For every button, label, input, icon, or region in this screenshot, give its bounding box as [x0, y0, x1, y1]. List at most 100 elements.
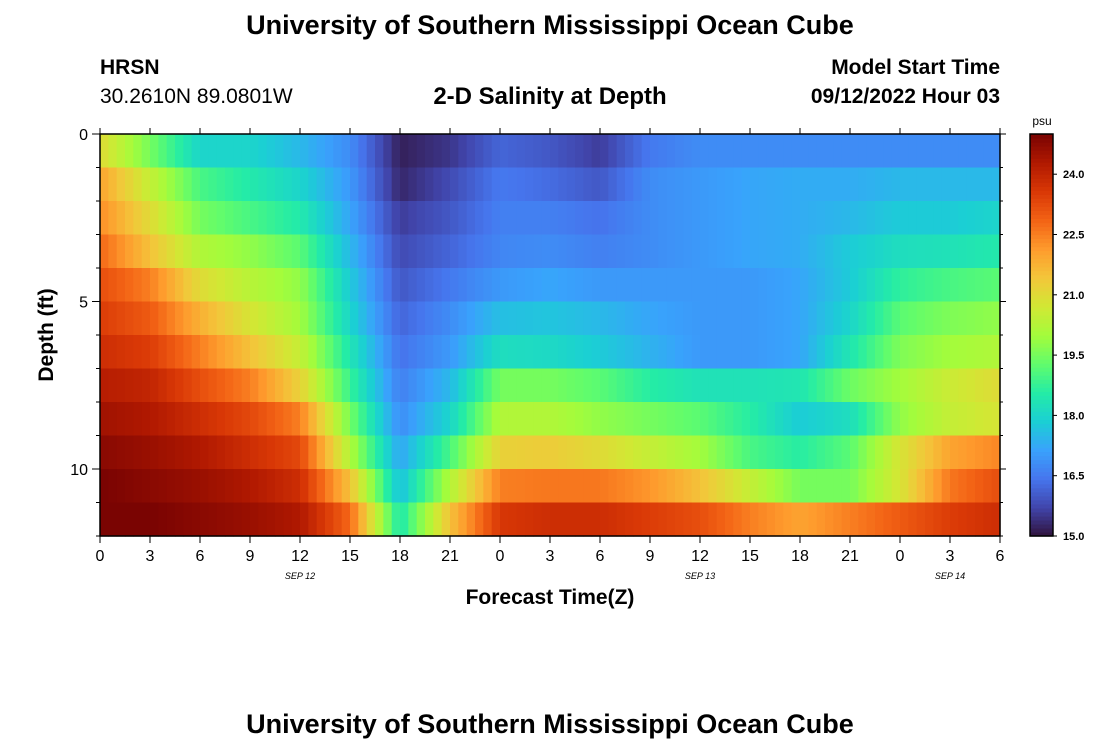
- heatmap-cell: [308, 368, 318, 403]
- heatmap-cell: [316, 134, 326, 169]
- heatmap-cell: [358, 402, 368, 437]
- heatmap-cell: [641, 335, 651, 370]
- heatmap-cell: [816, 301, 826, 336]
- heatmap-cell: [133, 201, 143, 236]
- heatmap-cell: [725, 402, 734, 437]
- heatmap-cell: [233, 301, 243, 336]
- heatmap-cell: [208, 134, 218, 169]
- heatmap-cell: [583, 368, 593, 403]
- heatmap-cell: [791, 201, 801, 236]
- heatmap-cell: [175, 469, 184, 504]
- heatmap-cell: [783, 402, 793, 437]
- heatmap-cell: [866, 301, 876, 336]
- heatmap-cell: [866, 335, 876, 370]
- heatmap-cell: [400, 368, 409, 403]
- colorbar-segment: [1030, 443, 1053, 449]
- heatmap-cell: [375, 502, 384, 537]
- heatmap-cell: [708, 402, 718, 437]
- heatmap-cell: [175, 201, 184, 236]
- heatmap-cell: [125, 335, 134, 370]
- heatmap-cell: [708, 435, 718, 470]
- heatmap-cell: [708, 335, 718, 370]
- heatmap-cell: [566, 435, 576, 470]
- heatmap-cell: [225, 268, 234, 303]
- heatmap-cell: [725, 435, 734, 470]
- heatmap-cell: [791, 301, 801, 336]
- heatmap-cell: [825, 335, 834, 370]
- heatmap-cell: [175, 502, 184, 537]
- heatmap-cell: [941, 335, 951, 370]
- heatmap-cell: [850, 201, 859, 236]
- heatmap-cell: [525, 201, 534, 236]
- heatmap-cell: [733, 301, 743, 336]
- heatmap-cell: [500, 335, 509, 370]
- heatmap-cell: [933, 435, 943, 470]
- heatmap-cell: [908, 268, 918, 303]
- heatmap-cell: [416, 402, 426, 437]
- heatmap-cell: [758, 502, 768, 537]
- y-tick-label: 5: [79, 295, 88, 312]
- heatmap-cell: [258, 435, 268, 470]
- heatmap-cell: [191, 234, 201, 269]
- heatmap-cell: [350, 402, 359, 437]
- heatmap-cell: [516, 301, 526, 336]
- heatmap-cell: [475, 167, 484, 202]
- heatmap-cell: [708, 368, 718, 403]
- heatmap-cell: [625, 268, 634, 303]
- heatmap-cell: [775, 368, 784, 403]
- heatmap-cell: [850, 268, 859, 303]
- heatmap-cell: [116, 301, 126, 336]
- heatmap-cell: [500, 301, 509, 336]
- heatmap-cell: [391, 335, 401, 370]
- heatmap-cell: [516, 201, 526, 236]
- heatmap-cell: [883, 234, 893, 269]
- heatmap-cell: [308, 301, 318, 336]
- heatmap-cell: [500, 234, 509, 269]
- heatmap-cell: [475, 268, 484, 303]
- heatmap-cell: [866, 469, 876, 504]
- heatmap-cell: [333, 234, 343, 269]
- colorbar-segment: [1030, 190, 1053, 195]
- heatmap-cell: [291, 402, 301, 437]
- heatmap-cell: [400, 167, 409, 202]
- heatmap-cell: [200, 402, 209, 437]
- heatmap-cell: [666, 469, 676, 504]
- heatmap-cell: [575, 335, 584, 370]
- heatmap-cell: [833, 368, 843, 403]
- heatmap-cell: [366, 469, 376, 504]
- heatmap-cell: [575, 234, 584, 269]
- colorbar-segment: [1030, 339, 1053, 344]
- heatmap-cell: [766, 234, 776, 269]
- heatmap-cell: [250, 368, 259, 403]
- heatmap-cell: [900, 368, 909, 403]
- heatmap-cell: [250, 502, 259, 537]
- heatmap-cell: [250, 134, 259, 169]
- heatmap-cell: [541, 368, 551, 403]
- heatmap-cell: [283, 435, 293, 470]
- heatmap-cell: [300, 134, 309, 169]
- heatmap-cell: [791, 469, 801, 504]
- heatmap-cell: [175, 167, 184, 202]
- heatmap-cell: [100, 502, 109, 537]
- heatmap-cell: [166, 502, 176, 537]
- heatmap-cell: [550, 335, 559, 370]
- heatmap-cell: [475, 134, 484, 169]
- heatmap-cell: [741, 368, 751, 403]
- colorbar-segment: [1030, 306, 1053, 312]
- heatmap-cell: [900, 335, 909, 370]
- heatmap-cell: [375, 201, 384, 236]
- heatmap-cell: [983, 134, 993, 169]
- heatmap-cell: [166, 268, 176, 303]
- heatmap-cell: [141, 301, 151, 336]
- heatmap-cell: [916, 469, 926, 504]
- heatmap-cell: [558, 435, 568, 470]
- heatmap-cell: [483, 402, 493, 437]
- heatmap-cell: [333, 134, 343, 169]
- heatmap-cell: [183, 402, 193, 437]
- heatmap-cell: [191, 402, 201, 437]
- heatmap-cell: [583, 201, 593, 236]
- heatmap-cell: [558, 234, 568, 269]
- heatmap-cell: [116, 234, 126, 269]
- heatmap-cell: [441, 469, 451, 504]
- colorbar-tick-label: 24.0: [1063, 169, 1084, 181]
